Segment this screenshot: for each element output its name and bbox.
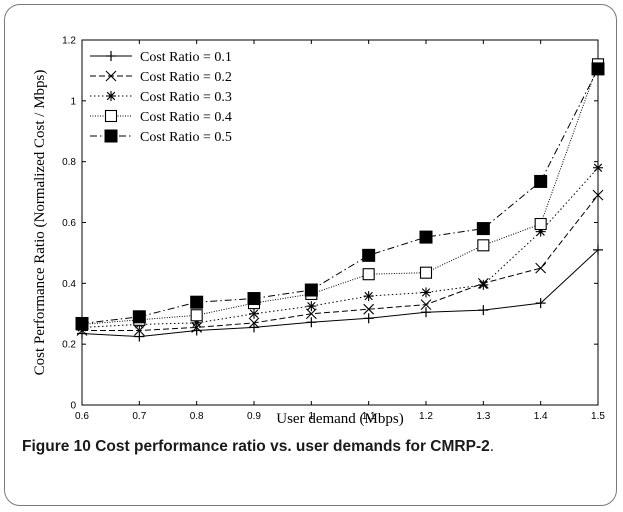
data-point xyxy=(593,162,603,173)
legend-marker xyxy=(106,91,116,101)
data-point xyxy=(478,305,489,316)
series-line xyxy=(82,194,599,331)
series-line xyxy=(81,167,599,328)
series-line xyxy=(81,68,599,324)
x-tick-label: 0.6 xyxy=(75,411,89,422)
legend-label: Cost Ratio = 0.2 xyxy=(140,70,232,85)
data-point xyxy=(248,317,260,329)
data-point xyxy=(534,217,547,231)
data-point xyxy=(249,308,259,319)
y-axis-label: Cost Performance Ratio (Normalized Cost … xyxy=(32,70,48,376)
data-point xyxy=(363,313,374,324)
x-tick-label: 1.2 xyxy=(419,411,433,422)
series-3 xyxy=(77,162,603,333)
series-2 xyxy=(76,189,604,336)
data-point xyxy=(592,189,604,201)
x-tick-label: 1.3 xyxy=(476,411,490,422)
data-point xyxy=(419,266,433,279)
data-point xyxy=(362,248,376,262)
legend-marker xyxy=(104,129,118,143)
legend-marker xyxy=(106,51,116,61)
data-point xyxy=(249,322,259,333)
data-point xyxy=(476,222,490,236)
data-point xyxy=(421,307,431,318)
y-tick-label: 0.2 xyxy=(62,340,76,351)
y-tick-label: 1 xyxy=(70,96,76,107)
legend-label: Cost Ratio = 0.3 xyxy=(140,90,232,105)
caption-label: Figure 10 xyxy=(22,438,91,455)
data-point xyxy=(421,287,431,298)
series-line xyxy=(81,249,599,338)
x-axis-label: User demand (Mbps) xyxy=(276,411,403,427)
data-point xyxy=(305,308,317,320)
x-tick-label: 1.5 xyxy=(591,411,605,422)
legend-item-4: Cost Ratio = 0.4 xyxy=(90,109,232,125)
legend-item-5: Cost Ratio = 0.5 xyxy=(90,129,232,145)
data-point xyxy=(591,62,605,76)
data-point xyxy=(535,262,547,274)
data-point xyxy=(535,298,546,309)
caption-title: Cost performance ratio vs. user demands … xyxy=(95,438,490,455)
data-point xyxy=(247,292,261,306)
legend-item-2: Cost Ratio = 0.2 xyxy=(90,70,232,85)
y-tick-label: 0 xyxy=(70,401,76,412)
data-point xyxy=(419,230,433,244)
figure-frame xyxy=(4,4,617,506)
figure-caption: Figure 10 Cost performance ratio vs. use… xyxy=(22,434,602,460)
y-tick-label: 0.8 xyxy=(62,157,76,168)
data-point xyxy=(477,239,490,252)
legend-marker xyxy=(104,109,118,123)
legend-item-3: Cost Ratio = 0.3 xyxy=(90,90,232,105)
x-tick-label: 0.9 xyxy=(247,411,261,422)
legend-item-1: Cost Ratio = 0.1 xyxy=(90,50,232,65)
chart-axes: 0.6 0.7 0.8 0.9 1 1.1 1.2 1.3 1.4 1.5 0 0.2 0.4 0.6 0.… xyxy=(62,36,605,423)
data-point xyxy=(306,317,317,328)
legend-label: Cost Ratio = 0.4 xyxy=(140,110,232,125)
legend-label: Cost Ratio = 0.1 xyxy=(140,50,232,65)
series-5 xyxy=(75,62,605,330)
data-point xyxy=(304,283,318,297)
data-point xyxy=(420,299,432,311)
data-point xyxy=(363,303,375,315)
chart-series xyxy=(75,58,605,342)
x-tick-label: 1.4 xyxy=(534,411,548,422)
x-tick-label: 0.8 xyxy=(190,411,204,422)
data-point xyxy=(362,268,375,281)
legend-marker xyxy=(105,70,117,82)
y-tick-label: 0.6 xyxy=(62,218,76,229)
data-point xyxy=(593,244,603,255)
caption-tail: . xyxy=(489,438,495,455)
data-point xyxy=(190,309,203,322)
series-1 xyxy=(77,244,603,342)
x-tick-label: 1.1 xyxy=(362,411,376,422)
data-point xyxy=(190,295,204,309)
y-tick-label: 1.2 xyxy=(62,36,76,47)
data-point xyxy=(478,279,489,290)
y-tick-label: 0.4 xyxy=(62,279,76,290)
line-chart: 0.6 0.7 0.8 0.9 1 1.1 1.2 1.3 1.4 1.5 0 0.2 0.4 0.6 0.… xyxy=(32,36,605,428)
data-point xyxy=(134,331,145,342)
data-point xyxy=(534,174,548,188)
chart-legend: Cost Ratio = 0.1 Cost Ratio = 0.2 Cost Rat… xyxy=(90,50,232,145)
x-tick-label: 0.7 xyxy=(132,411,146,422)
data-point xyxy=(306,301,317,312)
legend-label: Cost Ratio = 0.5 xyxy=(140,130,232,145)
data-point xyxy=(363,291,374,302)
data-point xyxy=(132,310,146,324)
data-point xyxy=(75,316,89,330)
x-tick-label: 1 xyxy=(309,411,315,422)
